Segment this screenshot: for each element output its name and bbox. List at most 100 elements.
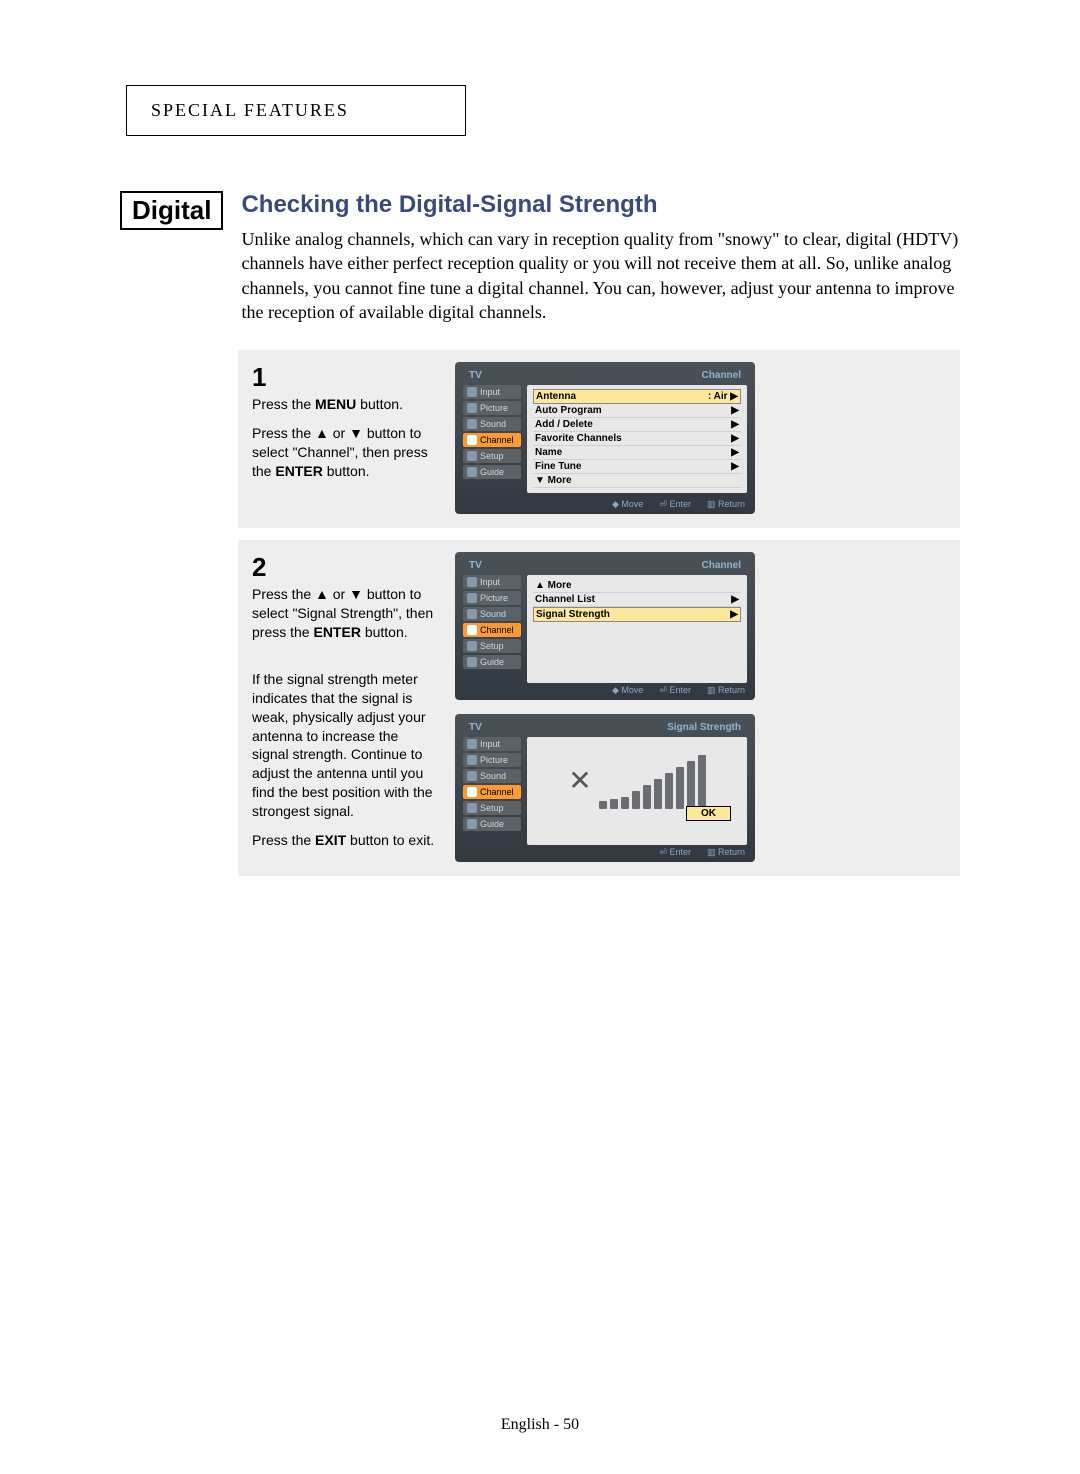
guide-icon: [467, 657, 477, 667]
tv-menu-title: Channel: [702, 370, 741, 381]
step-2-note: If the signal strength meter indicates t…: [252, 670, 437, 821]
sidebar-channel[interactable]: Channel: [463, 433, 521, 447]
page-footer: English - 50: [0, 1416, 1080, 1434]
tv-screen-1: TV Channel Input Picture Sound Channel S…: [455, 362, 755, 514]
return-hint: ▥ Return: [707, 685, 745, 696]
ok-button[interactable]: OK: [686, 806, 731, 821]
signal-bar: [610, 799, 618, 809]
sidebar-sound[interactable]: Sound: [463, 607, 521, 621]
tv-label: TV: [469, 560, 482, 571]
step-2-number: 2: [252, 552, 437, 583]
menu-row[interactable]: Signal Strength▶: [533, 607, 741, 622]
input-icon: [467, 739, 477, 749]
tv-footer-2: ◆ Move ⏎ Enter ▥ Return: [612, 685, 745, 696]
sidebar-channel[interactable]: Channel: [463, 785, 521, 799]
tv-menu-title: Signal Strength: [667, 722, 741, 733]
enter-hint: ⏎ Enter: [659, 847, 691, 858]
guide-icon: [467, 819, 477, 829]
signal-meter: ✕: [533, 751, 741, 809]
section-header: SPECIAL FEATURES: [126, 85, 466, 136]
signal-bar: [698, 755, 706, 809]
tv-footer-1: ◆ Move ⏎ Enter ▥ Return: [612, 499, 745, 510]
guide-icon: [467, 467, 477, 477]
menu-row[interactable]: Auto Program▶: [533, 404, 741, 418]
signal-bar: [643, 785, 651, 809]
channel-icon: [467, 435, 477, 445]
sidebar-channel[interactable]: Channel: [463, 623, 521, 637]
setup-icon: [467, 641, 477, 651]
step-1-block: 1 Press the MENU button. Press the ▲ or …: [238, 350, 960, 528]
sidebar-picture[interactable]: Picture: [463, 401, 521, 415]
sidebar-guide[interactable]: Guide: [463, 465, 521, 479]
move-hint: ◆ Move: [612, 685, 643, 696]
sound-icon: [467, 419, 477, 429]
step-2-exit: Press the EXIT button to exit.: [252, 831, 437, 850]
signal-bar: [676, 767, 684, 809]
setup-icon: [467, 451, 477, 461]
antenna-icon: ✕: [568, 764, 591, 797]
sidebar-guide[interactable]: Guide: [463, 817, 521, 831]
tv-panel-2: ▲ MoreChannel List▶Signal Strength▶: [527, 575, 747, 683]
tv-label: TV: [469, 370, 482, 381]
menu-row[interactable]: Favorite Channels▶: [533, 432, 741, 446]
signal-bar: [687, 761, 695, 809]
page-title: Checking the Digital-Signal Strength: [241, 191, 960, 219]
step-2-instruction: Press the ▲ or ▼ button to select "Signa…: [252, 585, 437, 642]
signal-bar: [665, 773, 673, 809]
picture-icon: [467, 755, 477, 765]
intro-paragraph: Unlike analog channels, which can vary i…: [241, 227, 960, 324]
menu-row[interactable]: Antenna: Air ▶: [533, 389, 741, 404]
tv-screen-3: TV Signal Strength Input Picture Sound C…: [455, 714, 755, 862]
sidebar-input[interactable]: Input: [463, 575, 521, 589]
tv-panel-1: Antenna: Air ▶Auto Program▶Add / Delete▶…: [527, 385, 747, 493]
picture-icon: [467, 403, 477, 413]
channel-icon: [467, 787, 477, 797]
enter-hint: ⏎ Enter: [659, 499, 691, 510]
step-1-instruction-b: Press the ▲ or ▼ button to select "Chann…: [252, 424, 437, 481]
sidebar-sound[interactable]: Sound: [463, 417, 521, 431]
step-2-block: 2 Press the ▲ or ▼ button to select "Sig…: [238, 540, 960, 876]
sidebar-setup[interactable]: Setup: [463, 449, 521, 463]
step-1-instruction-a: Press the MENU button.: [252, 395, 437, 414]
tv-sidebar: Input Picture Sound Channel Setup Guide: [463, 385, 521, 493]
tv-footer-3: ⏎ Enter ▥ Return: [659, 847, 745, 858]
sidebar-picture[interactable]: Picture: [463, 591, 521, 605]
section-label: SPECIAL FEATURES: [151, 100, 441, 121]
return-hint: ▥ Return: [707, 499, 745, 510]
signal-bar: [599, 801, 607, 809]
menu-row[interactable]: Fine Tune▶: [533, 460, 741, 474]
channel-icon: [467, 625, 477, 635]
picture-icon: [467, 593, 477, 603]
tv-sidebar: Input Picture Sound Channel Setup Guide: [463, 737, 521, 845]
sidebar-picture[interactable]: Picture: [463, 753, 521, 767]
tv-label: TV: [469, 722, 482, 733]
tv-sidebar: Input Picture Sound Channel Setup Guide: [463, 575, 521, 683]
menu-row[interactable]: ▼ More: [533, 474, 741, 488]
sidebar-sound[interactable]: Sound: [463, 769, 521, 783]
setup-icon: [467, 803, 477, 813]
return-hint: ▥ Return: [707, 847, 745, 858]
signal-bar: [654, 779, 662, 809]
tv-screen-2: TV Channel Input Picture Sound Channel S…: [455, 552, 755, 700]
menu-row[interactable]: ▲ More: [533, 579, 741, 593]
menu-row[interactable]: Add / Delete▶: [533, 418, 741, 432]
digital-tag: Digital: [120, 191, 223, 230]
input-icon: [467, 577, 477, 587]
signal-bar: [632, 791, 640, 809]
tv-menu-title: Channel: [702, 560, 741, 571]
step-1-number: 1: [252, 362, 437, 393]
enter-hint: ⏎ Enter: [659, 685, 691, 696]
sidebar-guide[interactable]: Guide: [463, 655, 521, 669]
sidebar-setup[interactable]: Setup: [463, 639, 521, 653]
sound-icon: [467, 609, 477, 619]
sound-icon: [467, 771, 477, 781]
signal-bar: [621, 797, 629, 809]
sidebar-input[interactable]: Input: [463, 737, 521, 751]
sidebar-setup[interactable]: Setup: [463, 801, 521, 815]
tv-panel-3: ✕ OK: [527, 737, 747, 845]
move-hint: ◆ Move: [612, 499, 643, 510]
input-icon: [467, 387, 477, 397]
sidebar-input[interactable]: Input: [463, 385, 521, 399]
menu-row[interactable]: Channel List▶: [533, 593, 741, 607]
menu-row[interactable]: Name▶: [533, 446, 741, 460]
